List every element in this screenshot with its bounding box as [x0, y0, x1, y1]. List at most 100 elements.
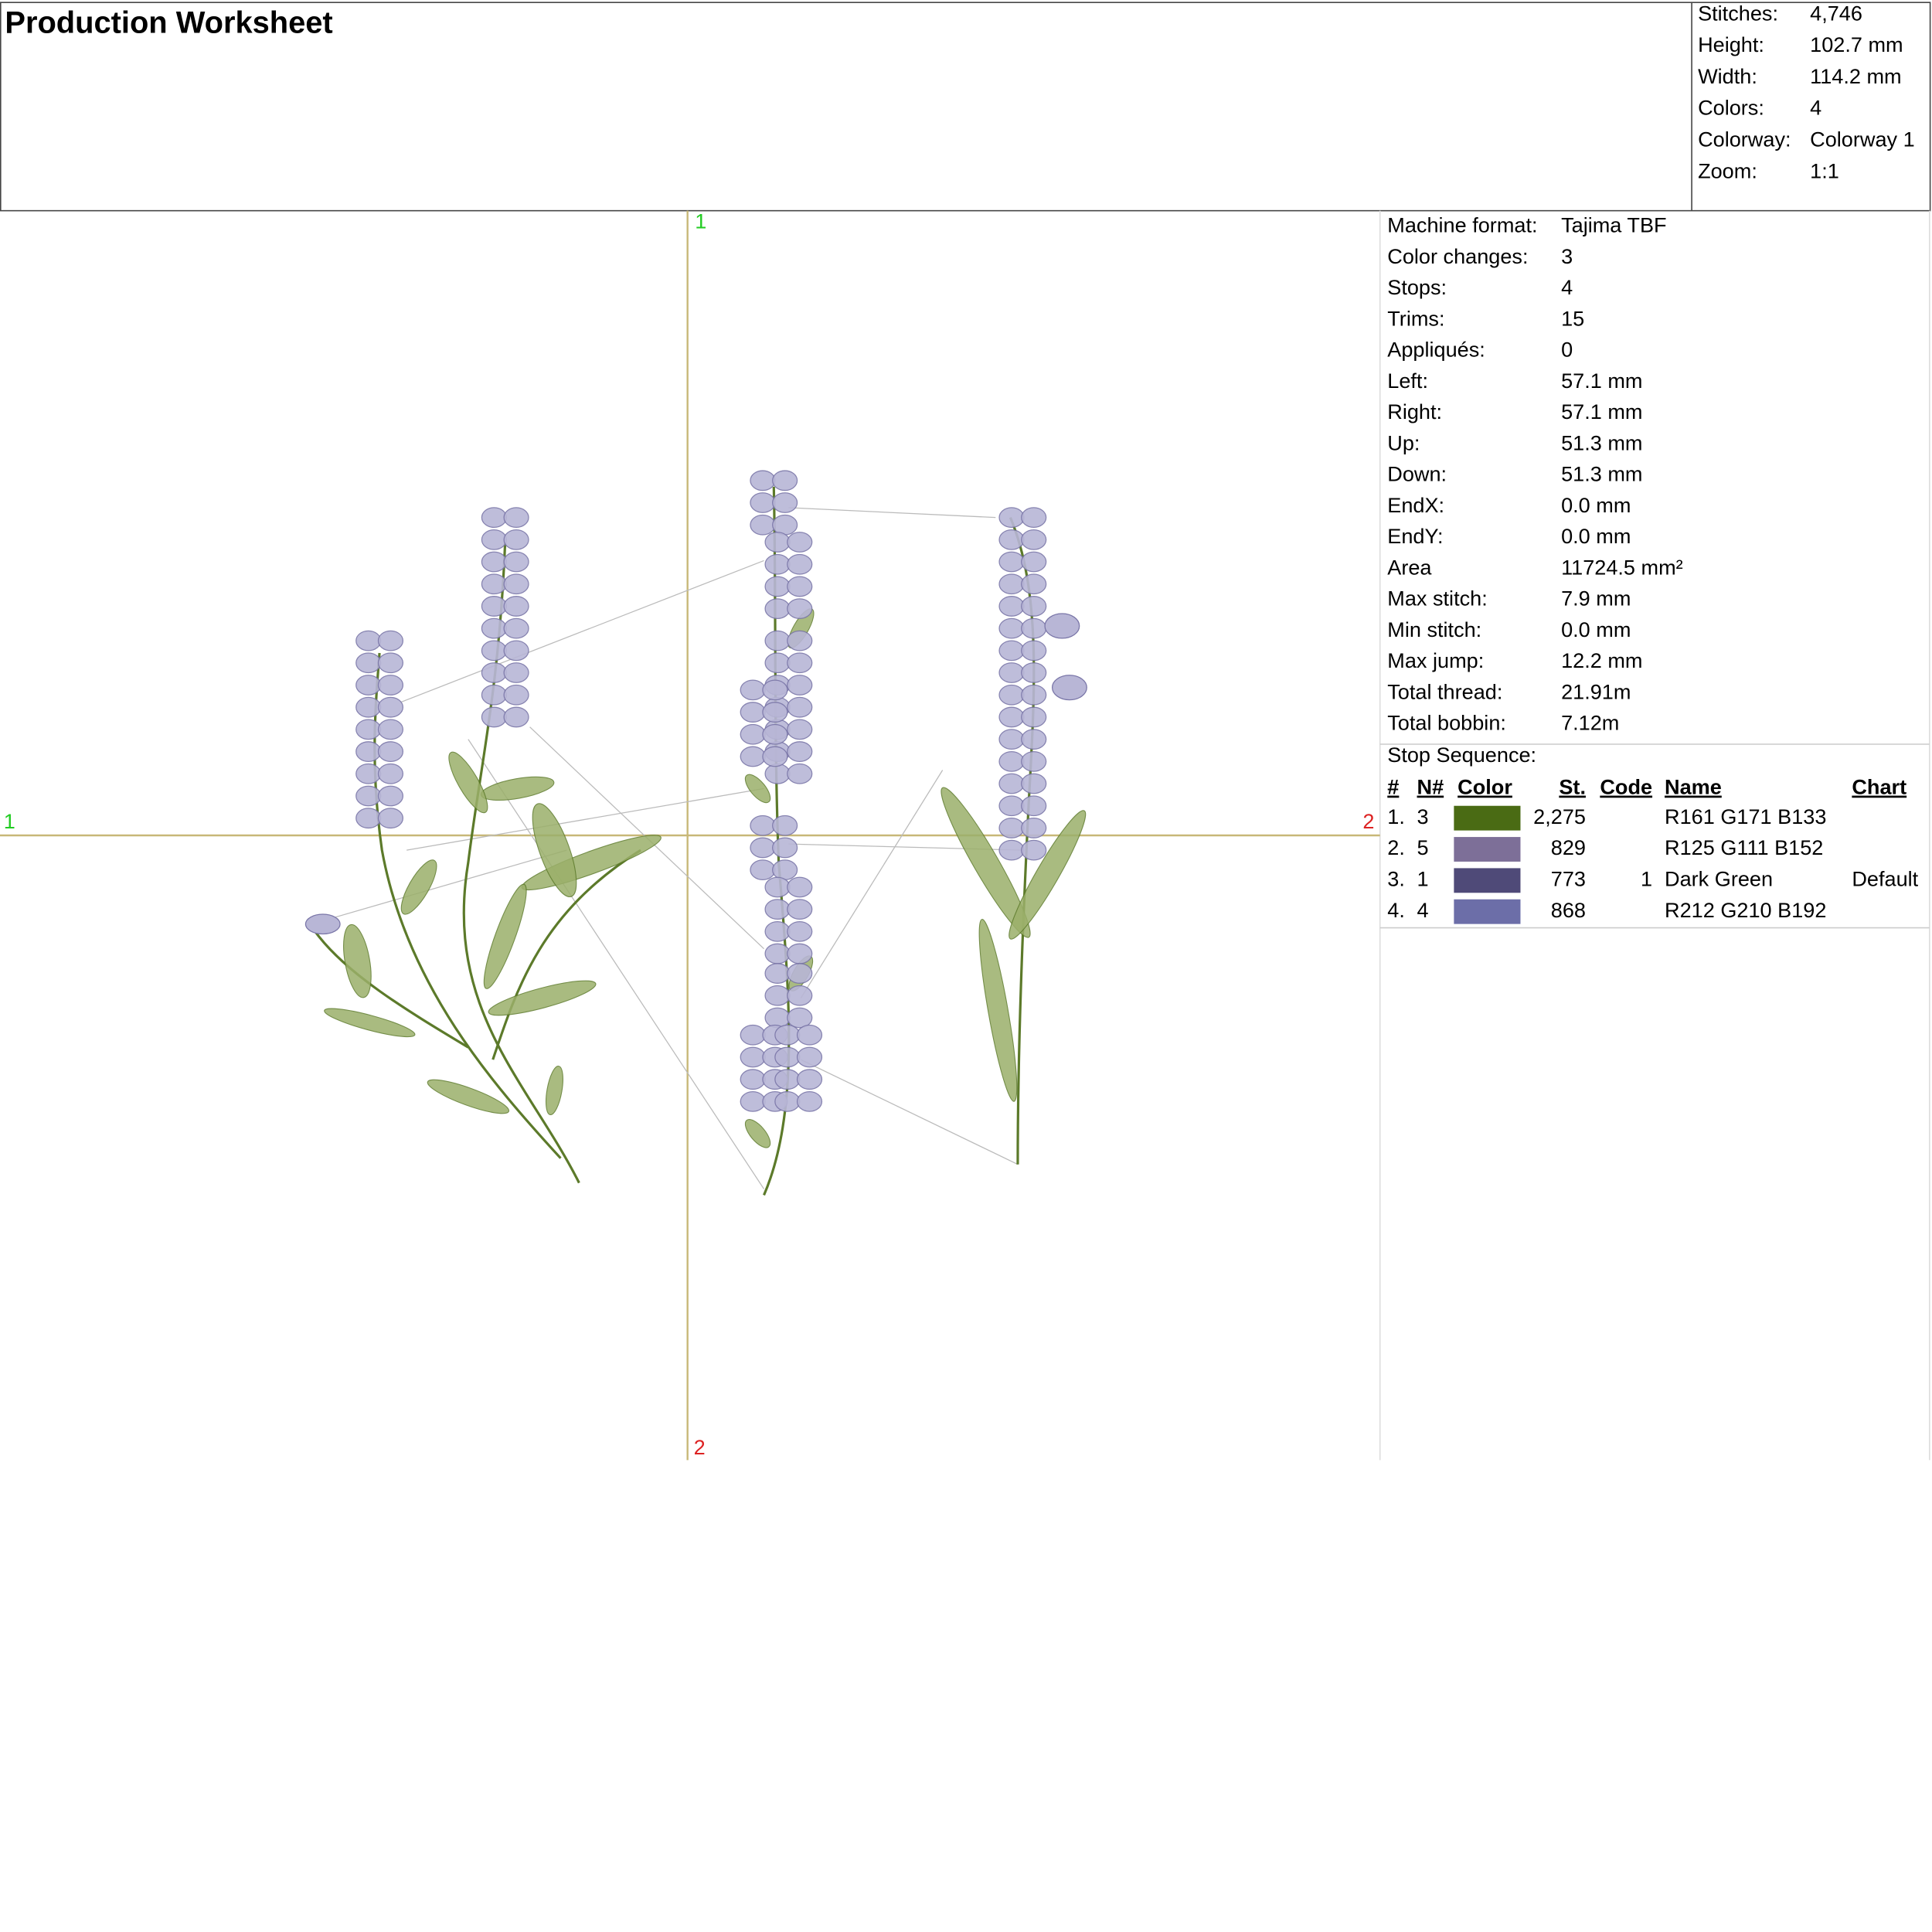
detail-label: Trims: [1387, 306, 1444, 330]
table-cell: 2,275 [1533, 804, 1586, 828]
flower [1021, 573, 1047, 595]
stem [492, 849, 641, 1060]
detail-value: 51.3 mm [1561, 430, 1642, 454]
table-cell: Dark Green [1665, 867, 1773, 891]
detail-value: 0.0 mm [1561, 524, 1631, 548]
flower [787, 985, 813, 1006]
table-cell: R125 G111 B152 [1665, 835, 1823, 859]
flower [503, 573, 529, 595]
flower [787, 652, 813, 674]
flower [998, 729, 1025, 750]
flower [787, 741, 813, 762]
summary-label: Stitches: [1698, 1, 1778, 25]
flower [377, 808, 404, 829]
flower [1021, 684, 1047, 706]
table-cell: 829 [1551, 835, 1586, 859]
title: Production Worksheet [5, 5, 332, 39]
flower [750, 837, 776, 859]
flower [1051, 675, 1087, 701]
detail-value: 4 [1561, 275, 1573, 299]
flower [787, 1007, 813, 1029]
jump-stitch [800, 770, 944, 998]
flower [750, 859, 776, 881]
leaf [744, 1119, 771, 1148]
leaf [940, 787, 1031, 938]
flower [787, 719, 813, 740]
detail-label: Left: [1387, 369, 1428, 393]
flower [796, 1046, 823, 1068]
flower [998, 839, 1025, 861]
summary-value: Colorway 1 [1810, 128, 1915, 151]
flower [772, 837, 798, 859]
flower [772, 470, 798, 492]
detail-value: 57.1 mm [1561, 369, 1642, 393]
detail-label: Area [1387, 555, 1432, 579]
table-cell: 4 [1417, 898, 1429, 922]
flower [764, 553, 791, 575]
crosshair-label: 2 [1362, 809, 1374, 833]
detail-value: 7.9 mm [1561, 587, 1631, 611]
detail-label: Total thread: [1387, 679, 1502, 703]
stop-sequence-title: Stop Sequence: [1387, 743, 1536, 767]
flower [377, 630, 404, 651]
flower [377, 763, 404, 784]
flower [377, 741, 404, 762]
flower [503, 684, 529, 706]
flower [740, 679, 766, 701]
flower [764, 920, 791, 942]
detail-label: Down: [1387, 462, 1447, 486]
flower [772, 514, 798, 536]
leaf [744, 774, 771, 804]
jump-stitch [788, 507, 996, 519]
flower [787, 963, 813, 984]
table-cell: 1. [1387, 804, 1405, 828]
flower [774, 1090, 801, 1112]
color-swatch [1454, 899, 1521, 924]
flower [787, 920, 813, 942]
flower [1044, 613, 1080, 639]
flower [764, 876, 791, 898]
detail-value: 7.12m [1561, 711, 1619, 735]
detail-label: Stops: [1387, 275, 1447, 299]
flower [764, 899, 791, 920]
flower [796, 1069, 823, 1090]
flower [796, 1024, 823, 1046]
summary-label: Colorway: [1698, 128, 1791, 151]
flower [796, 1090, 823, 1112]
summary-value: 102.7 mm [1810, 32, 1903, 56]
flower [1021, 662, 1047, 683]
detail-label: Right: [1387, 400, 1442, 423]
flower [377, 696, 404, 718]
flower [762, 702, 788, 723]
flower [787, 943, 813, 964]
flower [1021, 729, 1047, 750]
flower [1021, 617, 1047, 639]
flower [998, 617, 1025, 639]
flower [998, 684, 1025, 706]
flower [1021, 818, 1047, 838]
color-swatch [1454, 837, 1521, 862]
detail-label: Color changes: [1387, 244, 1528, 268]
flower [772, 815, 798, 836]
flower [740, 1024, 766, 1046]
table-cell: R212 G210 B192 [1665, 898, 1826, 922]
flower [750, 492, 776, 513]
flower [740, 746, 766, 767]
flower [787, 576, 813, 597]
table-cell: Default [1852, 867, 1918, 891]
flower [503, 529, 529, 550]
flower [1021, 706, 1047, 728]
flower [740, 1046, 766, 1068]
color-swatch [1454, 868, 1521, 893]
flower [355, 630, 382, 651]
flower [1021, 773, 1047, 794]
flower [764, 985, 791, 1006]
flower [787, 553, 813, 575]
detail-value: 0.0 mm [1561, 617, 1631, 641]
flower [503, 617, 529, 639]
jump-stitch [801, 1059, 1019, 1165]
flower [481, 596, 507, 617]
summary-value: 4,746 [1810, 1, 1862, 25]
table-cell: R161 G171 B133 [1665, 804, 1826, 828]
flower [740, 1069, 766, 1090]
